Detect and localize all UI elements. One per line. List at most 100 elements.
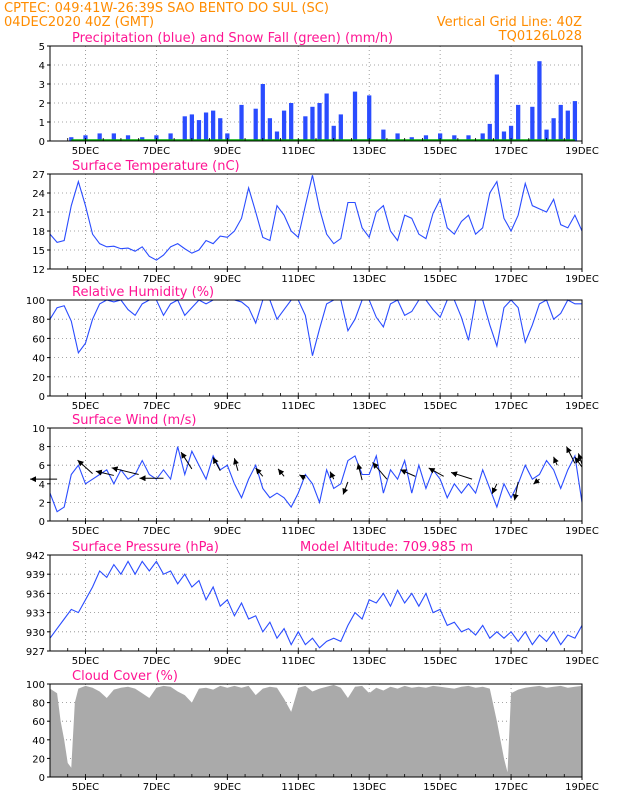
temperature-ytick-label-1: 15 xyxy=(32,246,45,257)
cloud-xtick-label-1: 7DEC xyxy=(143,782,170,793)
precip-xtick-label-3: 11DEC xyxy=(281,146,315,157)
wind-ytick-label-4: 8 xyxy=(39,443,45,454)
wind-frame xyxy=(49,427,583,522)
humidity-xtick-label-7: 19DEC xyxy=(565,401,599,412)
precip-ytick-label-3: 3 xyxy=(39,80,45,91)
humidity-ytick-label-1: 20 xyxy=(32,373,45,384)
wind-arrow-13 xyxy=(356,463,363,481)
wind-arrow-9 xyxy=(277,468,285,477)
precip-bar-11 xyxy=(203,112,209,141)
temperature-title: Surface Temperature (nC) xyxy=(72,159,240,174)
temperature-xtick-label-2: 9DEC xyxy=(214,274,241,285)
precip-bar-15 xyxy=(239,104,244,141)
pressure-xtick-label-6: 17DEC xyxy=(494,656,528,667)
wind-arrow-14 xyxy=(372,462,388,480)
precip-ytick-label-2: 2 xyxy=(39,99,45,110)
precip-bar-34 xyxy=(438,133,443,141)
precip-bar-31 xyxy=(395,133,400,141)
precip-bar-42 xyxy=(516,104,521,141)
precip-xtick-label-7: 19DEC xyxy=(565,146,599,157)
wind-ytick-label-3: 6 xyxy=(39,461,45,472)
pressure-xtick-label-7: 19DEC xyxy=(565,656,599,667)
precip-xtick-label-6: 17DEC xyxy=(494,146,528,157)
precip-bar-32 xyxy=(409,137,414,141)
humidity-xtick-label-1: 7DEC xyxy=(143,401,170,412)
cloud-xtick-label-6: 17DEC xyxy=(494,782,528,793)
cloud-ytick-label-3: 60 xyxy=(32,717,45,728)
wind-arrow-15 xyxy=(400,469,416,477)
humidity-ytick-label-3: 60 xyxy=(32,334,45,345)
panel-cloud: 0 20 40 60 80 100 5DEC 7DEC 9DEC 11DEC 13DEC 15DEC 1… xyxy=(26,669,599,793)
pressure-ytick-label-1: 930 xyxy=(26,628,45,639)
humidity-xtick-label-2: 9DEC xyxy=(214,401,241,412)
wind-ytick-label-2: 4 xyxy=(39,480,45,491)
precip-bar-29 xyxy=(367,95,372,141)
wind-arrow-8 xyxy=(255,467,264,477)
cloud-xtick-label-3: 11DEC xyxy=(281,782,315,793)
wind-arrow-2 xyxy=(95,469,114,476)
panel-precip: 0 1 2 3 4 5 5DEC 7DEC 9DEC 11DEC 13DEC 15DEC 17DEC 19… xyxy=(39,31,599,157)
pressure-line xyxy=(49,560,583,649)
precip-bar-4 xyxy=(125,135,131,141)
header-date: 04DEC2020 40Z (GMT) xyxy=(4,15,154,30)
temperature-xtick-label-7: 19DEC xyxy=(565,274,599,285)
header-vertical-grid: Vertical Grid Line: 40Z xyxy=(437,15,582,30)
wind-xtick-label-6: 17DEC xyxy=(494,526,528,537)
wind-arrow-22 xyxy=(566,446,576,464)
wind-arrow-12 xyxy=(342,481,349,495)
precip-bar-18 xyxy=(267,118,273,141)
precip-bar-0 xyxy=(69,137,74,141)
precip-bar-35 xyxy=(452,135,457,141)
precip-bar-41 xyxy=(508,125,514,141)
precip-bar-49 xyxy=(572,101,578,141)
humidity-xtick-label-3: 11DEC xyxy=(281,401,315,412)
humidity-line xyxy=(49,299,582,356)
precip-bar-21 xyxy=(289,103,294,141)
precip-bar-8 xyxy=(182,116,187,141)
temperature-ytick-label-5: 27 xyxy=(32,170,45,181)
cloud-xtick-label-4: 13DEC xyxy=(352,782,386,793)
cloud-ytick-label-0: 0 xyxy=(39,773,45,784)
precip-xtick-label-2: 9DEC xyxy=(214,146,241,157)
wind-arrow-5 xyxy=(180,451,193,470)
precip-bar-2 xyxy=(97,133,102,141)
temperature-xtick-label-4: 13DEC xyxy=(352,274,386,285)
temperature-xtick-label-3: 11DEC xyxy=(281,274,315,285)
panel-pressure: 927 930 933 936 939 942 5DEC 7DEC 9DEC 11DEC 13DEC… xyxy=(26,540,599,667)
wind-arrow-3 xyxy=(111,466,139,475)
cloud-xtick-label-2: 9DEC xyxy=(214,782,241,793)
pressure-xtick-label-4: 13DEC xyxy=(352,656,386,667)
wind-line xyxy=(49,446,583,513)
precip-bar-33 xyxy=(423,135,429,141)
wind-xtick-label-5: 15DEC xyxy=(423,526,457,537)
cloud-xtick-label-0: 5DEC xyxy=(72,782,99,793)
temperature-ytick-label-0: 12 xyxy=(32,265,45,276)
wind-ytick-label-5: 10 xyxy=(32,424,45,435)
precip-bar-10 xyxy=(196,120,202,141)
precip-bar-37 xyxy=(480,133,485,141)
wind-xtick-label-7: 19DEC xyxy=(565,526,599,537)
cloud-xtick-label-7: 19DEC xyxy=(565,782,599,793)
precip-bar-26 xyxy=(331,125,336,141)
humidity-ytick-label-4: 80 xyxy=(32,315,45,326)
cloud-ytick-label-5: 100 xyxy=(26,680,45,691)
precip-bar-7 xyxy=(168,133,173,141)
precip-bar-30 xyxy=(381,129,386,141)
temperature-xtick-label-1: 7DEC xyxy=(143,274,170,285)
precip-bar-48 xyxy=(565,110,570,141)
temperature-xtick-label-0: 5DEC xyxy=(72,274,99,285)
wind-arrow-18 xyxy=(491,483,498,495)
cloud-area xyxy=(50,684,582,777)
precip-bar-27 xyxy=(338,114,343,141)
precip-xtick-label-0: 5DEC xyxy=(72,146,99,157)
cloud-title: Cloud Cover (%) xyxy=(72,669,178,684)
pressure-ytick-label-0: 927 xyxy=(26,647,45,658)
precip-xtick-label-4: 13DEC xyxy=(352,146,386,157)
precip-ytick-label-0: 0 xyxy=(39,137,45,148)
pressure-xtick-label-3: 11DEC xyxy=(281,656,315,667)
temperature-ytick-label-3: 21 xyxy=(32,208,45,219)
precip-bar-20 xyxy=(281,110,287,141)
humidity-ytick-label-0: 0 xyxy=(39,392,45,403)
